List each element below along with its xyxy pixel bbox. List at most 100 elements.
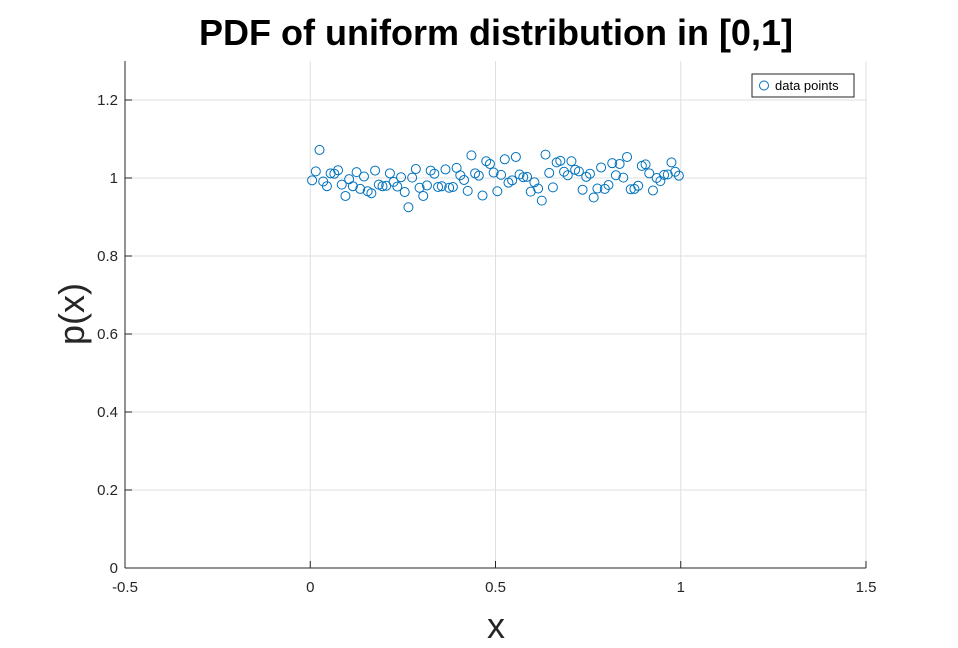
y-axis-ticks: 0 0.2 0.4 0.6 0.8 1 1.2 <box>97 92 132 577</box>
data-point <box>407 172 418 183</box>
data-point <box>573 166 584 177</box>
data-point <box>655 176 666 187</box>
data-point <box>440 164 451 175</box>
data-point <box>347 181 358 192</box>
data-point <box>610 170 621 181</box>
data-point <box>384 168 395 179</box>
data-point <box>640 159 651 170</box>
data-point <box>499 154 510 165</box>
legend-box <box>751 73 855 98</box>
data-point <box>555 155 566 166</box>
data-point <box>622 151 633 162</box>
data-point <box>670 166 681 177</box>
data-point <box>514 169 525 180</box>
data-point <box>496 169 507 180</box>
data-point <box>588 192 599 203</box>
data-point <box>436 181 447 192</box>
legend-marker-circle-icon <box>759 80 769 91</box>
data-point <box>444 182 455 193</box>
data-point <box>481 156 492 167</box>
data-point <box>477 190 488 201</box>
data-point <box>462 185 473 196</box>
data-point <box>418 190 429 201</box>
data-point <box>618 172 629 183</box>
data-point <box>629 183 640 194</box>
data-point <box>603 180 614 191</box>
data-point <box>584 168 595 179</box>
y-tick-label: 0.6 <box>97 326 118 343</box>
y-tick-label: 0 <box>110 560 118 577</box>
data-point <box>414 182 425 193</box>
data-point <box>596 162 607 173</box>
data-point <box>659 169 670 180</box>
data-point <box>492 186 503 197</box>
data-point <box>307 175 318 186</box>
data-point <box>396 172 407 183</box>
data-point <box>607 158 618 169</box>
data-point <box>644 168 655 179</box>
data-point <box>321 181 332 192</box>
legend: data points <box>751 73 855 98</box>
data-point <box>533 183 544 194</box>
y-tick-label: 1 <box>110 170 118 187</box>
x-tick-label: -0.5 <box>112 579 138 596</box>
legend-label: data points <box>775 78 839 93</box>
data-point <box>433 181 444 192</box>
data-point <box>647 185 658 196</box>
y-axis-label: p(x) <box>51 283 92 345</box>
x-axis-label: x <box>487 605 505 646</box>
y-tick-label: 0.2 <box>97 482 118 499</box>
chart-title: PDF of uniform distribution in [0,1] <box>199 12 793 53</box>
data-point <box>666 157 677 168</box>
data-point <box>310 166 321 177</box>
data-point <box>410 164 421 175</box>
y-tick-label: 1.2 <box>97 92 118 109</box>
data-point <box>459 174 470 185</box>
data-point <box>662 169 673 180</box>
data-point <box>673 170 684 181</box>
data-point <box>488 167 499 178</box>
x-tick-label: 1.5 <box>856 579 877 596</box>
data-point <box>581 171 592 182</box>
data-point <box>562 170 573 181</box>
x-axis-ticks: -0.5 0 0.5 1 1.5 <box>112 561 876 596</box>
data-point <box>358 171 369 182</box>
grid-lines <box>124 61 867 569</box>
data-point <box>370 165 381 176</box>
data-point <box>333 165 344 176</box>
x-tick-label: 1 <box>677 579 685 596</box>
data-point <box>466 150 477 161</box>
data-point <box>447 181 458 192</box>
data-point <box>425 165 436 176</box>
data-point <box>614 158 625 169</box>
data-point <box>633 180 644 191</box>
data-point <box>536 195 547 206</box>
data-point <box>340 190 351 201</box>
data-points-series <box>307 144 684 213</box>
data-point <box>559 166 570 177</box>
data-point <box>507 175 518 186</box>
data-point <box>544 167 555 178</box>
data-point <box>344 174 355 185</box>
data-point <box>329 168 340 179</box>
data-point <box>566 156 577 167</box>
data-point <box>336 179 347 190</box>
y-tick-label: 0.4 <box>97 404 118 421</box>
x-tick-label: 0 <box>306 579 314 596</box>
data-point <box>521 171 532 182</box>
data-point <box>351 167 362 178</box>
data-point <box>399 187 410 198</box>
data-point <box>577 184 588 195</box>
data-point <box>392 181 403 192</box>
data-point <box>429 168 440 179</box>
data-point <box>421 180 432 191</box>
data-point <box>529 177 540 188</box>
data-point <box>547 182 558 193</box>
data-point <box>599 183 610 194</box>
data-point <box>592 183 603 194</box>
data-point <box>314 144 325 155</box>
data-point <box>518 172 529 183</box>
data-point <box>377 181 388 192</box>
data-point <box>484 158 495 169</box>
